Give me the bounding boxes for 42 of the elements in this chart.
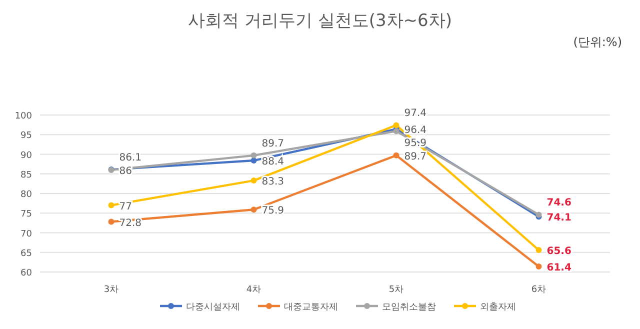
data-label: 72.8 — [119, 218, 142, 229]
x-tick-label: 5차 — [388, 285, 404, 295]
legend-label: 외출자제 — [480, 302, 516, 312]
y-tick-label: 85 — [20, 170, 32, 180]
data-label: 74.1 — [546, 212, 572, 224]
point — [108, 202, 114, 208]
legend-label: 다중시설자제 — [186, 302, 240, 312]
data-label: 89.7 — [404, 151, 427, 162]
x-tick-label: 4차 — [246, 285, 262, 295]
y-tick-label: 75 — [20, 210, 32, 220]
x-tick-label: 3차 — [104, 285, 119, 295]
y-tick-label: 80 — [20, 190, 32, 200]
point — [536, 247, 542, 254]
legend-label: 대중교통자제 — [284, 302, 338, 312]
data-label: 77 — [119, 201, 132, 212]
data-label: 96.4 — [404, 125, 427, 136]
data-label: 61.4 — [546, 262, 572, 274]
data-label: 86.1 — [119, 152, 142, 164]
point — [250, 178, 257, 184]
x-tick-label: 6차 — [531, 285, 546, 295]
text: (단위:%) — [573, 35, 622, 49]
data-label: 74.6 — [546, 198, 572, 209]
legend-label: 모임취소불참 — [382, 302, 436, 312]
point — [536, 264, 542, 270]
y-tick-label: 60 — [20, 268, 32, 278]
y-tick-label: 70 — [20, 229, 32, 240]
point — [393, 152, 400, 158]
data-label: 83.3 — [262, 176, 284, 188]
data-label: 75.9 — [262, 206, 284, 217]
data-label: 97.4 — [404, 108, 427, 120]
y-tick-label: 65 — [20, 248, 32, 259]
y-tick-label: 100 — [14, 112, 32, 122]
data-label: 65.6 — [546, 246, 572, 258]
chart-title: 사회적 거리두기 실천도(3차~6차) — [188, 11, 452, 31]
point — [393, 122, 400, 128]
data-label: 88.4 — [262, 156, 284, 168]
point — [108, 218, 114, 225]
y-tick-label: 95 — [20, 131, 32, 142]
point — [250, 206, 257, 213]
y-tick-label: 90 — [20, 150, 32, 161]
point — [250, 152, 257, 158]
data-label: 89.7 — [262, 138, 284, 150]
